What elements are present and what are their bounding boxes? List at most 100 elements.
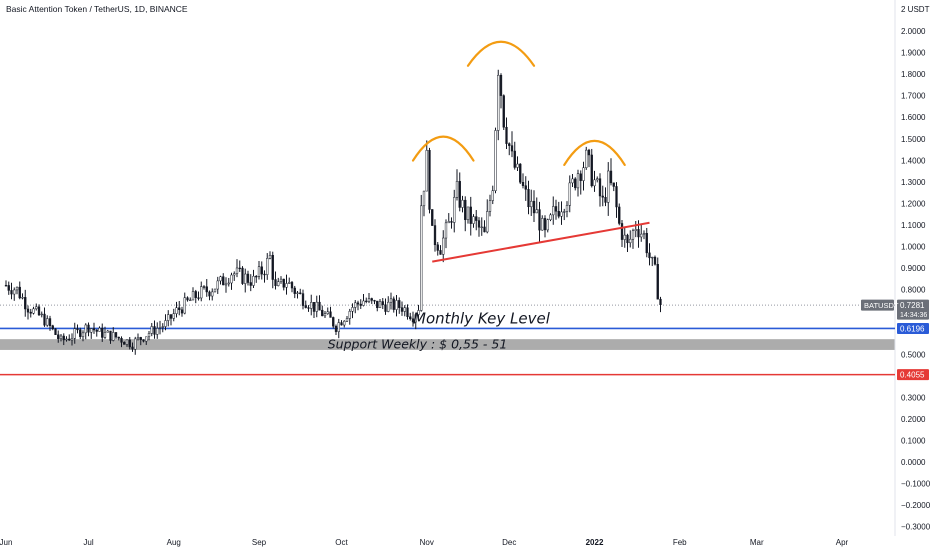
- level-tag-blue-bg: [897, 322, 929, 334]
- candle-body: [626, 234, 629, 244]
- candle-body: [326, 311, 329, 314]
- candle-body: [186, 297, 189, 301]
- candle-body: [439, 250, 442, 255]
- candle-body: [345, 318, 349, 322]
- y-tick-label: −0.3000: [901, 523, 931, 532]
- candle-body: [222, 276, 225, 286]
- candle-body: [315, 301, 318, 312]
- candle-body: [444, 222, 448, 239]
- candle-body: [656, 264, 659, 300]
- candle-body: [238, 267, 241, 270]
- candle-body: [516, 163, 519, 168]
- candle-body: [131, 346, 134, 350]
- candle-body: [169, 314, 173, 319]
- candle-body: [134, 338, 137, 350]
- countdown-text: 14:34:36: [900, 312, 927, 319]
- candle-body: [43, 313, 46, 326]
- y-tick-label: 1.6000: [901, 113, 926, 122]
- candle-body: [299, 292, 302, 294]
- candle-body: [607, 170, 610, 203]
- candle-body: [178, 307, 181, 311]
- y-tick-label: 0.3000: [901, 393, 926, 402]
- current-price-tag-text: 0.7281: [900, 301, 925, 310]
- x-tick-label: 2022: [586, 538, 604, 547]
- candle-body: [648, 252, 651, 259]
- candle-body: [593, 179, 596, 187]
- candle-body: [4, 285, 8, 287]
- candle-body: [502, 95, 505, 128]
- candle-body: [642, 232, 646, 235]
- level-tag-blue-text: 0.6196: [900, 324, 925, 333]
- candle-body: [431, 209, 434, 226]
- candle-body: [659, 298, 662, 305]
- time-axis[interactable]: Jun Jul Aug Sep Oct Nov Dec 2022 Feb Mar Apr: [0, 538, 849, 547]
- candle-body: [255, 276, 258, 278]
- candle-body: [106, 330, 109, 333]
- candle-body: [552, 206, 555, 216]
- candle-body: [191, 291, 195, 301]
- candle-body: [417, 310, 420, 315]
- candle-body: [172, 313, 175, 319]
- y-tick-label: −0.2000: [901, 501, 931, 510]
- candle-body: [472, 216, 475, 224]
- y-tick-label: 1.8000: [901, 70, 926, 79]
- candle-body: [453, 197, 456, 223]
- candle-body: [70, 337, 74, 341]
- candle-body: [230, 274, 233, 284]
- x-tick-label: Feb: [673, 538, 687, 547]
- candle-body: [579, 173, 582, 181]
- candle-body: [268, 254, 272, 259]
- candle-body: [211, 291, 214, 297]
- neckline: [432, 221, 650, 263]
- candle-body: [334, 325, 338, 332]
- candle-body: [312, 302, 316, 312]
- chart-title: Basic Attention Token / TetherUS, 1D, BI…: [6, 4, 188, 14]
- candle-body: [615, 186, 618, 208]
- candle-body: [208, 291, 211, 297]
- pattern-arc-2: [466, 40, 536, 67]
- candle-body: [321, 309, 324, 317]
- price-axis[interactable]: 2 USDT 2.0000 1.9000 1.8000 1.7000 1.6000 1.50…: [901, 5, 931, 532]
- candle-body: [48, 318, 52, 326]
- candle-body: [618, 206, 621, 224]
- candle-body: [167, 314, 170, 321]
- candle-body: [464, 199, 467, 221]
- candle-body: [538, 209, 541, 231]
- candle-body: [227, 282, 230, 285]
- candle-body: [235, 267, 239, 274]
- candle-body: [356, 302, 360, 305]
- candle-body: [194, 291, 197, 298]
- candle-body: [535, 209, 538, 214]
- candle-body: [288, 282, 291, 284]
- candle-body: [128, 339, 131, 348]
- candle-body: [318, 301, 321, 311]
- candle-body: [554, 206, 558, 212]
- candle-body: [13, 289, 16, 295]
- candle-body: [458, 181, 461, 208]
- candle-body: [197, 297, 200, 299]
- y-tick-label: 0.8000: [901, 286, 926, 295]
- candle-body: [447, 221, 450, 224]
- chart-title-text: Basic Attention Token / TetherUS, 1D, BI…: [6, 4, 188, 14]
- candle-body: [59, 335, 63, 339]
- candle-body: [442, 237, 445, 255]
- candle-body: [510, 145, 514, 152]
- candle-body: [585, 149, 588, 168]
- candle-body: [26, 308, 30, 313]
- candle-body: [266, 258, 269, 275]
- level-tag-red-text: 0.4055: [900, 371, 925, 380]
- candle-body: [65, 338, 68, 341]
- candle-body: [378, 301, 382, 308]
- pattern-arc-3: [563, 139, 626, 167]
- candle-body: [631, 230, 635, 240]
- current-price-tag-bg: [897, 299, 929, 320]
- candle-body: [37, 306, 41, 316]
- y-tick-label: −0.1000: [901, 480, 931, 489]
- candle-body: [277, 281, 280, 286]
- candle-body: [296, 292, 299, 294]
- candle-body: [329, 311, 332, 318]
- candle-body: [90, 328, 93, 333]
- candle-body: [560, 211, 563, 217]
- candle-body: [367, 298, 371, 302]
